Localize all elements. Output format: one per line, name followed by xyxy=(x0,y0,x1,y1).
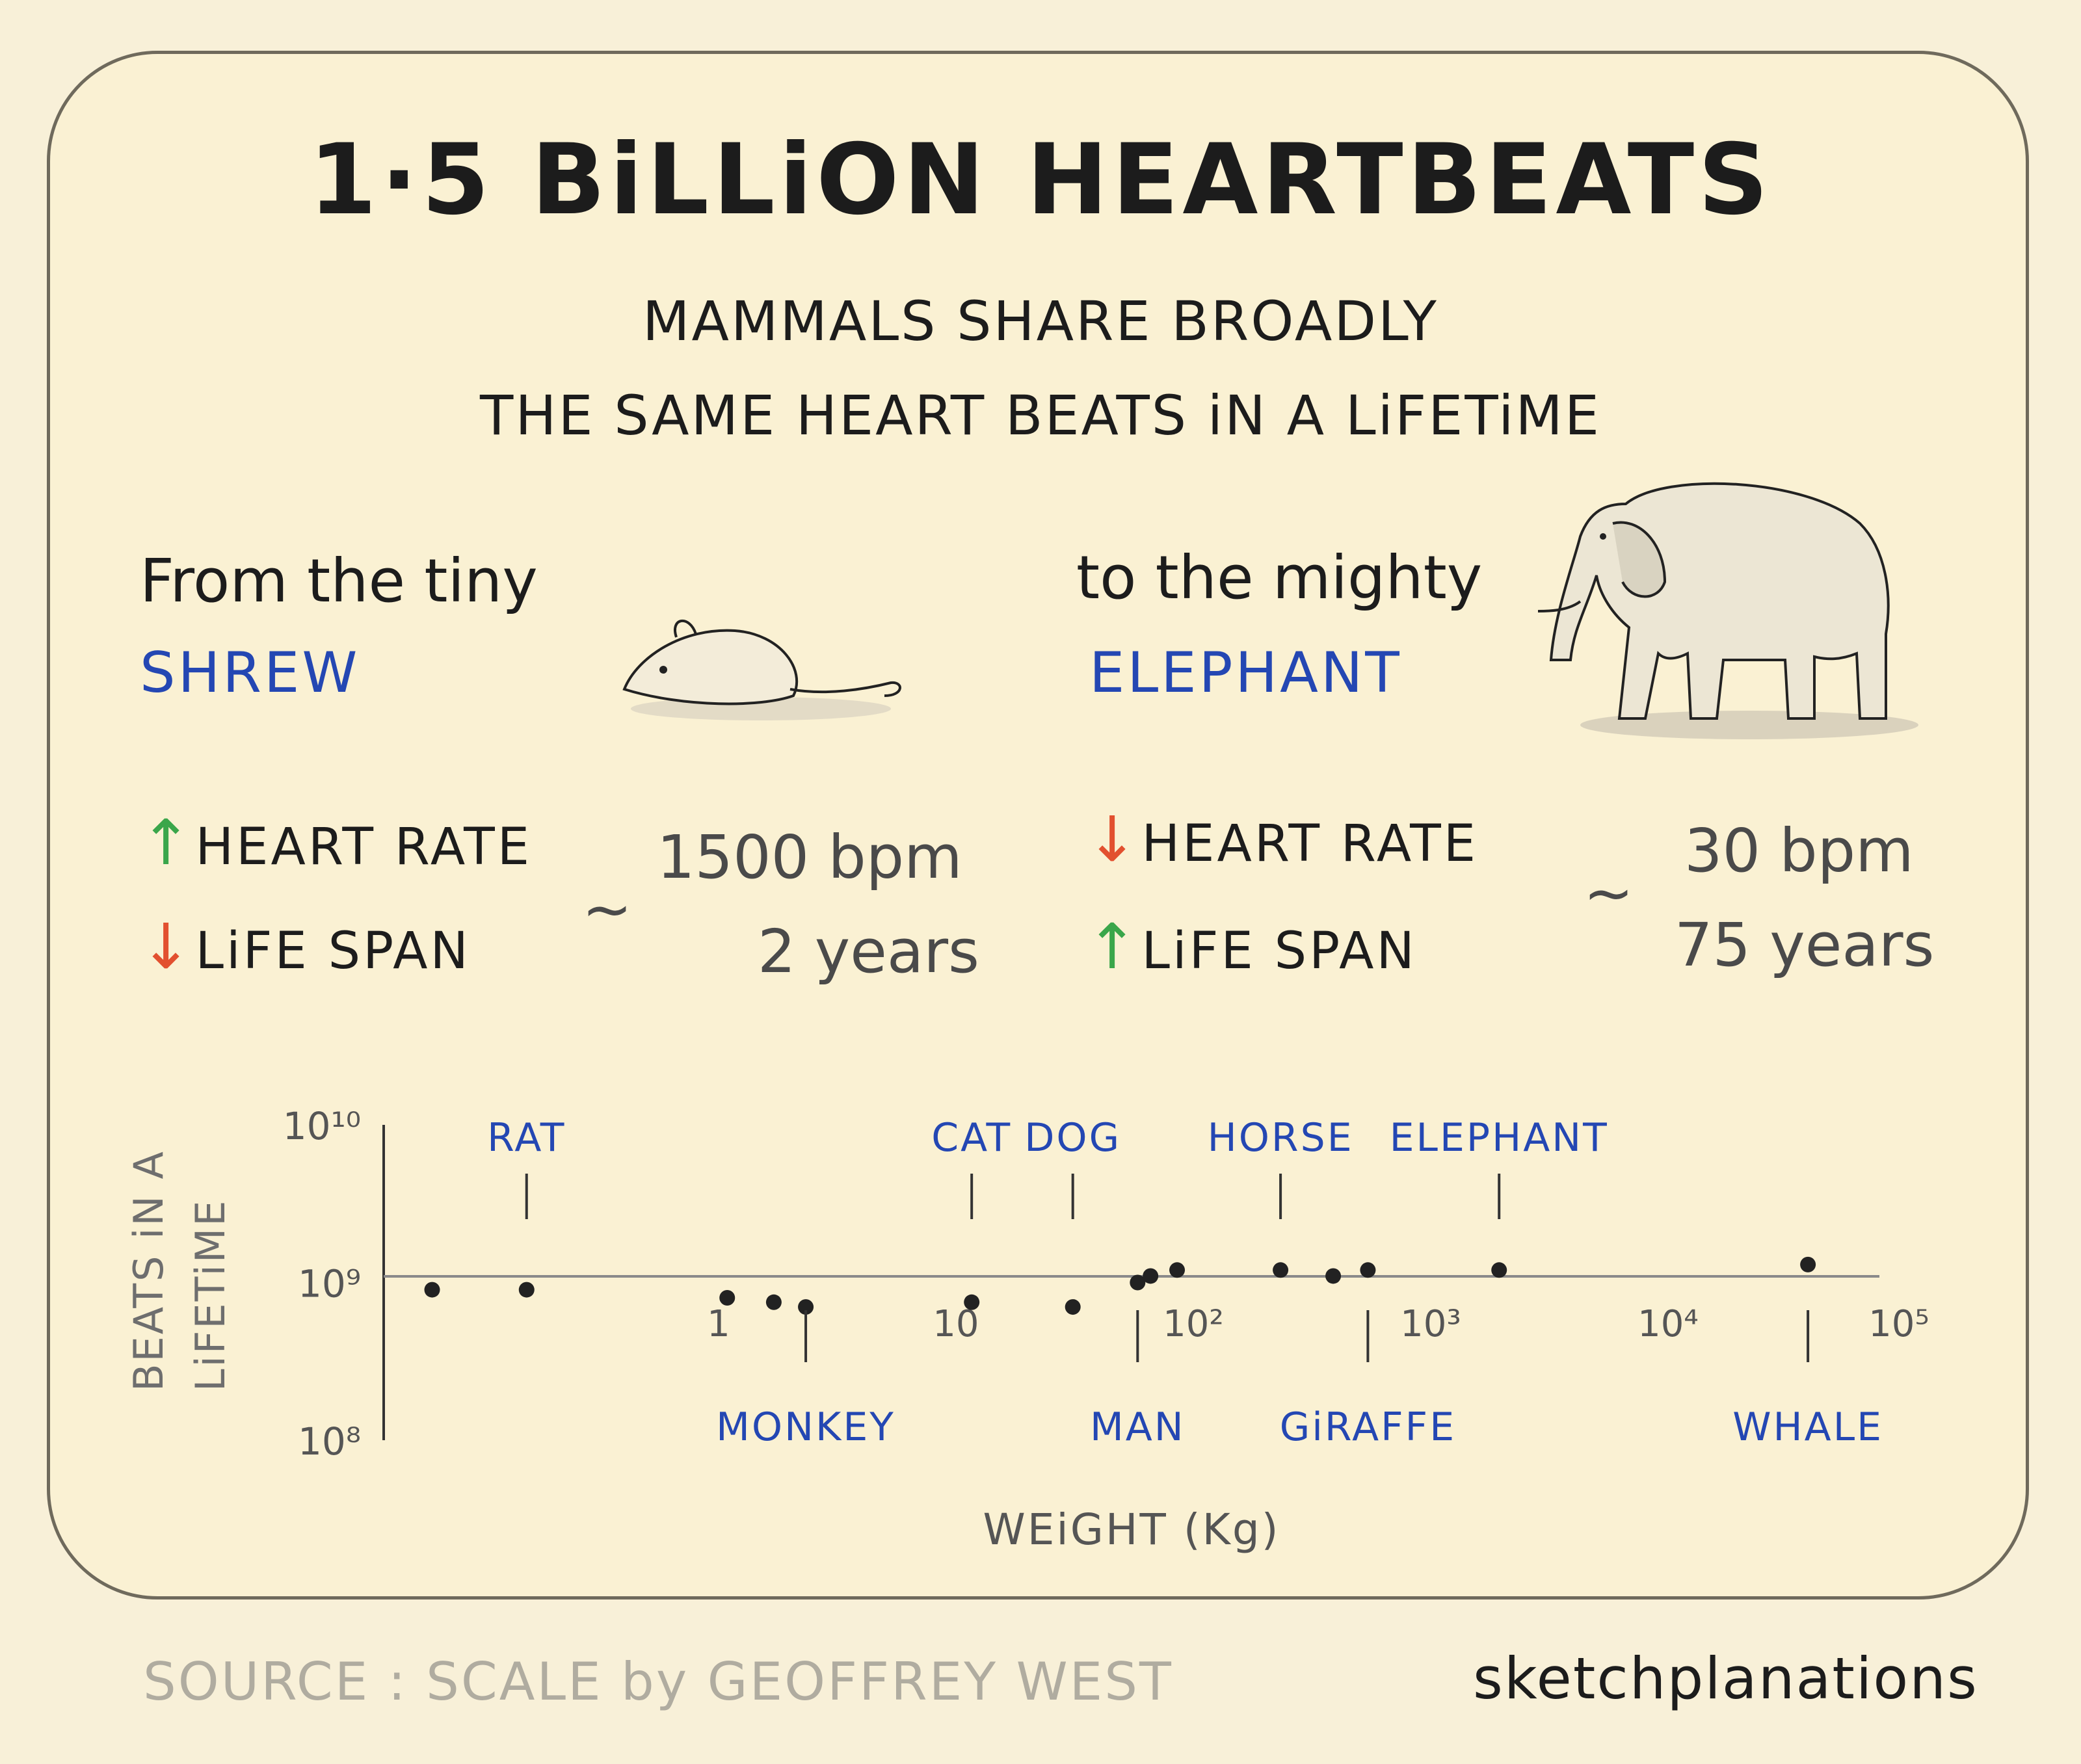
data-point xyxy=(1491,1262,1507,1278)
data-point xyxy=(1325,1268,1342,1284)
data-point xyxy=(1169,1262,1186,1278)
subtitle-line-2: THE SAME HEART BEATS iN A LiFETiME xyxy=(480,384,1601,447)
left-animal-name: SHREW xyxy=(140,640,360,705)
page-title: 1·5 BiLLiON HEARTBEATS xyxy=(308,124,1773,237)
data-point xyxy=(765,1294,782,1310)
y-axis-label-group: BEATS iN A LiFETiME xyxy=(125,1150,234,1391)
animal-label: GiRAFFE xyxy=(1280,1404,1456,1450)
up-arrow-icon: ↑ xyxy=(1086,910,1139,983)
data-point xyxy=(1130,1274,1146,1291)
left-tilde: ~ xyxy=(582,875,633,944)
data-point xyxy=(1800,1256,1816,1272)
animal-label: CAT xyxy=(931,1115,1012,1161)
data-point xyxy=(719,1290,736,1306)
card-frame xyxy=(47,51,2029,1599)
x-tick-label: 10 xyxy=(933,1303,979,1345)
source-credit: SOURCE : SCALE by GEOFFREY WEST xyxy=(143,1652,1173,1712)
y-axis-label-line-2: LiFETiME xyxy=(187,1199,234,1391)
left-heart-rate-label: HEART RATE xyxy=(195,818,533,876)
data-point xyxy=(1360,1262,1376,1278)
data-point xyxy=(1273,1262,1289,1278)
right-tilde: ~ xyxy=(1584,858,1634,928)
animal-label: MAN xyxy=(1090,1404,1186,1450)
brand-logo-text: sketchplanations xyxy=(1473,1645,1978,1712)
data-point xyxy=(1065,1299,1081,1315)
right-lifespan-row: ↑ LiFE SPAN xyxy=(1086,910,1417,983)
animal-label: RAT xyxy=(487,1115,566,1161)
left-lifespan-label: LiFE SPAN xyxy=(195,922,471,981)
animal-label: DOG xyxy=(1024,1115,1121,1161)
x-tick-label: 10² xyxy=(1163,1303,1224,1345)
right-intro: to the mighty xyxy=(1076,543,1483,612)
y-tick-label: 10⁹ xyxy=(298,1262,361,1306)
animal-label: WHALE xyxy=(1732,1404,1883,1450)
right-heart-rate-row: ↓ HEART RATE xyxy=(1086,803,1478,876)
x-axis-label: WEiGHT (Kg) xyxy=(983,1505,1280,1555)
right-animal-name: ELEPHANT xyxy=(1089,640,1402,705)
x-tick-label: 10⁴ xyxy=(1637,1303,1699,1345)
data-point xyxy=(1143,1268,1159,1284)
left-heart-rate-value: 1500 bpm xyxy=(657,823,962,892)
data-point xyxy=(424,1282,440,1298)
y-tick-label: 10¹⁰ xyxy=(283,1104,361,1148)
elephant-illustration xyxy=(1537,482,1918,739)
right-lifespan-value: 75 years xyxy=(1675,910,1935,980)
left-intro: From the tiny xyxy=(140,546,538,616)
data-point xyxy=(518,1282,535,1298)
right-lifespan-label: LiFE SPAN xyxy=(1141,922,1417,981)
right-heart-rate-label: HEART RATE xyxy=(1141,815,1479,873)
y-tick-label: 10⁸ xyxy=(298,1419,361,1464)
up-arrow-icon: ↑ xyxy=(140,806,192,879)
down-arrow-icon: ↓ xyxy=(140,910,192,983)
right-heart-rate-value: 30 bpm xyxy=(1684,816,1914,886)
x-tick-label: 10⁵ xyxy=(1868,1303,1929,1345)
left-lifespan-row: ↓ LiFE SPAN xyxy=(140,910,471,983)
animal-label: HORSE xyxy=(1208,1115,1354,1161)
down-arrow-icon: ↓ xyxy=(1086,803,1139,876)
animal-label: ELEPHANT xyxy=(1390,1115,1609,1161)
x-tick-label: 10³ xyxy=(1400,1303,1461,1345)
data-point xyxy=(964,1294,980,1310)
left-heart-rate-row: ↑ HEART RATE xyxy=(140,806,532,879)
x-tick-label: 1 xyxy=(707,1303,730,1345)
shrew-illustration xyxy=(622,620,901,720)
data-point xyxy=(798,1299,814,1315)
animal-label: MONKEY xyxy=(716,1404,895,1450)
subtitle-line-1: MAMMALS SHARE BROADLY xyxy=(643,289,1438,353)
y-axis-label-line-1: BEATS iN A xyxy=(125,1150,172,1391)
left-lifespan-value: 2 years xyxy=(758,917,979,986)
